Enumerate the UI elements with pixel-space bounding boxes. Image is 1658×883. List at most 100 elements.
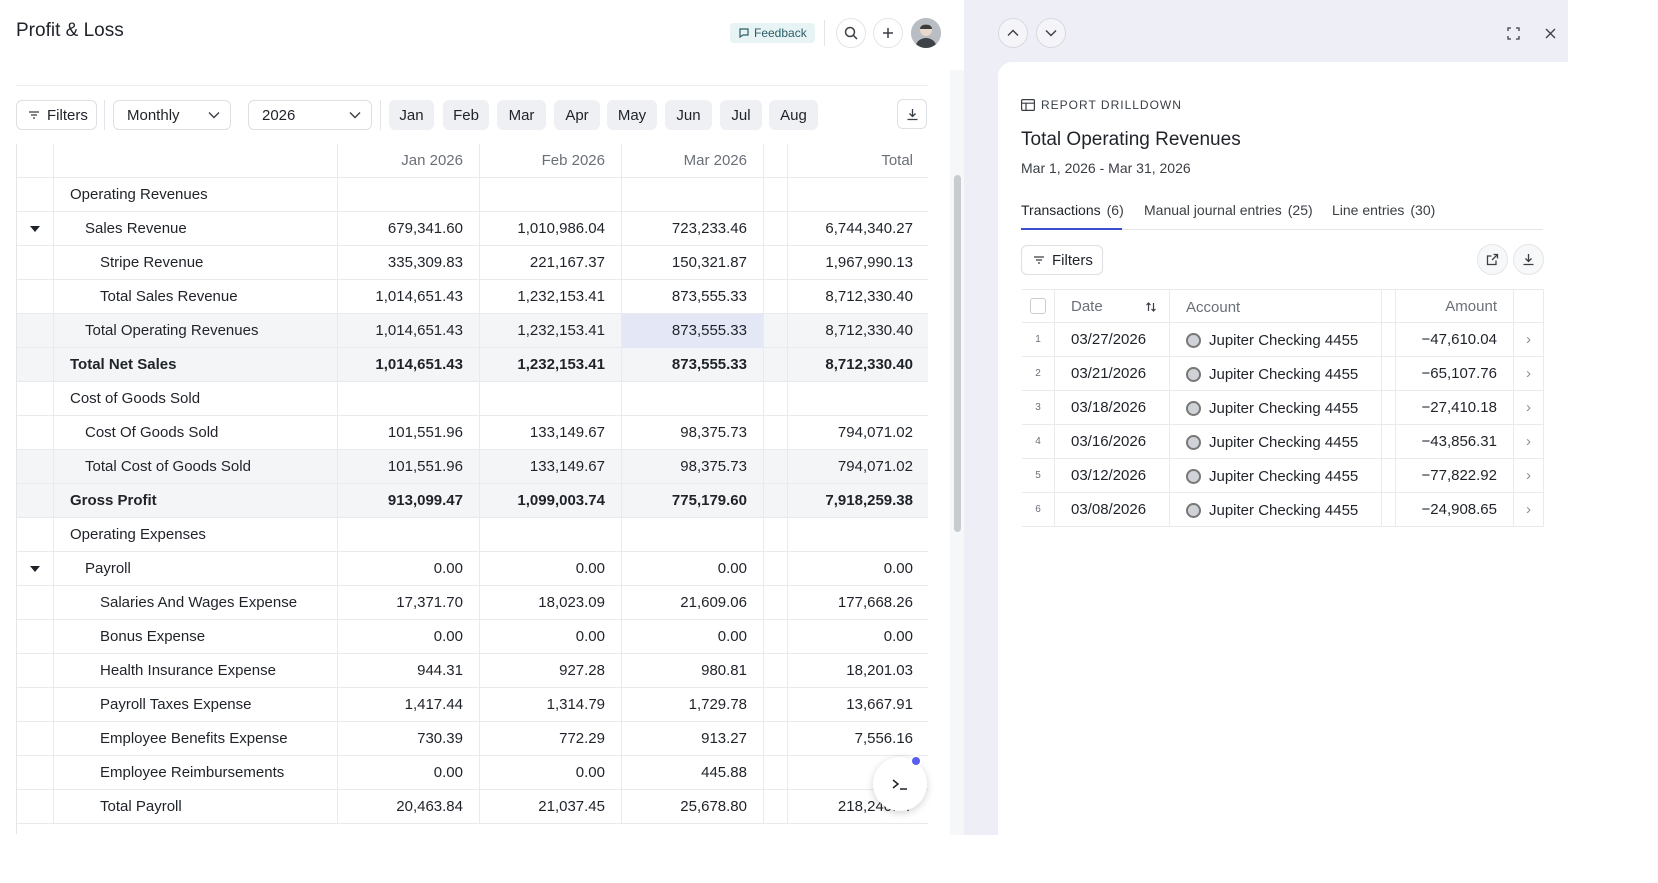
scrollbar-thumb[interactable] xyxy=(954,175,961,532)
cell-value[interactable]: 133,149.67 xyxy=(480,450,622,484)
cell-value[interactable] xyxy=(788,382,928,416)
cell-value[interactable]: 7,556.16 xyxy=(788,722,928,756)
table-row[interactable]: 2 03/21/2026 Jupiter Checking 4455 −65,1… xyxy=(1022,357,1544,391)
drilldown-filters-button[interactable]: Filters xyxy=(1021,245,1103,275)
chevron-right-icon[interactable]: › xyxy=(1514,459,1544,493)
table-row[interactable]: Sales Revenue 679,341.60 1,010,986.04 72… xyxy=(17,212,928,246)
cell-value[interactable]: 927.28 xyxy=(480,654,622,688)
table-row[interactable]: Employee Reimbursements 0.00 0.00 445.88… xyxy=(17,756,928,790)
table-row[interactable]: 5 03/12/2026 Jupiter Checking 4455 −77,8… xyxy=(1022,459,1544,493)
cell-value[interactable]: 0.00 xyxy=(622,552,764,586)
sort-icon[interactable] xyxy=(1145,301,1157,313)
table-row[interactable]: Total Cost of Goods Sold 101,551.96 133,… xyxy=(17,450,928,484)
table-row[interactable]: Cost Of Goods Sold 101,551.96 133,149.67… xyxy=(17,416,928,450)
table-row[interactable]: Operating Revenues xyxy=(17,178,928,212)
cell-value[interactable]: 21,609.06 xyxy=(622,586,764,620)
cell-value[interactable]: 679,341.60 xyxy=(338,212,480,246)
table-row[interactable]: 6 03/08/2026 Jupiter Checking 4455 −24,9… xyxy=(1022,493,1544,527)
cell-value[interactable]: 133,149.67 xyxy=(480,416,622,450)
table-row[interactable]: Operating Expenses xyxy=(17,518,928,552)
row-toggle-cell[interactable] xyxy=(17,212,54,246)
period-select[interactable]: Monthly xyxy=(113,100,231,130)
cell-value[interactable]: 0.00 xyxy=(480,620,622,654)
cell-value[interactable]: 1,010,986.04 xyxy=(480,212,622,246)
chevron-right-icon[interactable]: › xyxy=(1514,323,1544,357)
chevron-right-icon[interactable]: › xyxy=(1514,391,1544,425)
cell-value[interactable] xyxy=(480,178,622,212)
table-row[interactable]: Stripe Revenue 335,309.83 221,167.37 150… xyxy=(17,246,928,280)
close-button[interactable] xyxy=(1535,18,1565,48)
select-all-checkbox[interactable] xyxy=(1030,298,1046,315)
cell-value[interactable] xyxy=(788,178,928,212)
feedback-button[interactable]: Feedback xyxy=(730,23,815,43)
cell-value[interactable]: 1,232,153.41 xyxy=(480,348,622,382)
next-button[interactable] xyxy=(1036,18,1066,48)
previous-button[interactable] xyxy=(998,18,1028,48)
caret-down-icon[interactable] xyxy=(30,226,40,233)
selected-cell-value[interactable]: 873,555.33 xyxy=(622,314,764,348)
cell-value[interactable]: 1,014,651.43 xyxy=(338,314,480,348)
cell-value[interactable] xyxy=(622,518,764,552)
cell-value[interactable]: 1,014,651.43 xyxy=(338,348,480,382)
cell-value[interactable]: 0.00 xyxy=(338,756,480,790)
cell-value[interactable] xyxy=(338,518,480,552)
filters-button[interactable]: Filters xyxy=(16,100,97,130)
cell-value[interactable]: 1,314.79 xyxy=(480,688,622,722)
cell-value[interactable]: 6,744,340.27 xyxy=(788,212,928,246)
row-toggle-cell[interactable] xyxy=(17,552,54,586)
cell-value[interactable]: 0.00 xyxy=(788,552,928,586)
cell-value[interactable]: 17,371.70 xyxy=(338,586,480,620)
cell-value[interactable]: 873,555.33 xyxy=(622,348,764,382)
cell-value[interactable]: 20,463.84 xyxy=(338,790,480,824)
cell-value[interactable] xyxy=(622,178,764,212)
month-jun[interactable]: Jun xyxy=(665,100,712,130)
cell-value[interactable]: 794,071.02 xyxy=(788,416,928,450)
cell-value[interactable]: 150,321.87 xyxy=(622,246,764,280)
cell-value[interactable]: 944.31 xyxy=(338,654,480,688)
month-jul[interactable]: Jul xyxy=(720,100,762,130)
table-row[interactable]: Total Operating Revenues 1,014,651.43 1,… xyxy=(17,314,928,348)
column-header[interactable]: Jan 2026 xyxy=(338,144,480,178)
cell-value[interactable]: 7,918,259.38 xyxy=(788,484,928,518)
table-row[interactable]: Total Sales Revenue 1,014,651.43 1,232,1… xyxy=(17,280,928,314)
cell-value[interactable]: 0.00 xyxy=(338,620,480,654)
month-may[interactable]: May xyxy=(607,100,657,130)
cell-value[interactable]: 1,967,990.13 xyxy=(788,246,928,280)
search-button[interactable] xyxy=(836,18,866,48)
cell-value[interactable]: 1,232,153.41 xyxy=(480,314,622,348)
year-select[interactable]: 2026 xyxy=(248,100,372,130)
table-row[interactable]: Total Net Sales 1,014,651.43 1,232,153.4… xyxy=(17,348,928,382)
cell-value[interactable]: 335,309.83 xyxy=(338,246,480,280)
cell-value[interactable]: 101,551.96 xyxy=(338,450,480,484)
download-button[interactable] xyxy=(897,99,927,129)
cell-value[interactable]: 98,375.73 xyxy=(622,450,764,484)
chevron-right-icon[interactable]: › xyxy=(1514,425,1544,459)
cell-value[interactable]: 221,167.37 xyxy=(480,246,622,280)
cell-value[interactable]: 98,375.73 xyxy=(622,416,764,450)
cell-value[interactable]: 1,014,651.43 xyxy=(338,280,480,314)
cell-value[interactable]: 177,668.26 xyxy=(788,586,928,620)
cell-value[interactable]: 8,712,330.40 xyxy=(788,348,928,382)
chevron-right-icon[interactable]: › xyxy=(1514,357,1544,391)
cell-value[interactable]: 0.00 xyxy=(480,756,622,790)
month-jan[interactable]: Jan xyxy=(389,100,434,130)
cell-value[interactable]: 723,233.46 xyxy=(622,212,764,246)
cell-value[interactable]: 772.29 xyxy=(480,722,622,756)
cell-value[interactable]: 913,099.47 xyxy=(338,484,480,518)
cell-value[interactable]: 445.88 xyxy=(622,756,764,790)
column-header[interactable]: Feb 2026 xyxy=(480,144,622,178)
cell-value[interactable]: 21,037.45 xyxy=(480,790,622,824)
open-external-button[interactable] xyxy=(1477,244,1508,275)
table-row[interactable]: Salaries And Wages Expense 17,371.70 18,… xyxy=(17,586,928,620)
table-row[interactable]: Employee Benefits Expense 730.39 772.29 … xyxy=(17,722,928,756)
cell-value[interactable]: 8,712,330.40 xyxy=(788,280,928,314)
cell-value[interactable] xyxy=(622,382,764,416)
cell-value[interactable]: 18,201.03 xyxy=(788,654,928,688)
table-row[interactable]: 1 03/27/2026 Jupiter Checking 4455 −47,6… xyxy=(1022,323,1544,357)
cell-value[interactable]: 8,712,330.40 xyxy=(788,314,928,348)
month-mar[interactable]: Mar xyxy=(497,100,546,130)
cell-value[interactable]: 794,071.02 xyxy=(788,450,928,484)
cell-value[interactable]: 25,678.80 xyxy=(622,790,764,824)
table-row[interactable]: Bonus Expense 0.00 0.00 0.00 0.00 xyxy=(17,620,928,654)
select-all-cell[interactable] xyxy=(1022,290,1055,324)
